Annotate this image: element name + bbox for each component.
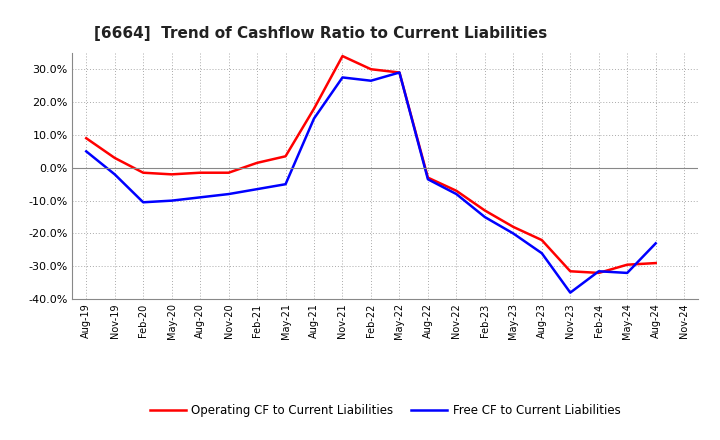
Free CF to Current Liabilities: [423, 176, 432, 182]
Operating CF to Current Liabilities: [395, 70, 404, 75]
Free CF to Current Liabilities: [652, 241, 660, 246]
Operating CF to Current Liabilities: [110, 155, 119, 161]
Operating CF to Current Liabilities: [652, 260, 660, 266]
Operating CF to Current Liabilities: [366, 66, 375, 72]
Free CF to Current Liabilities: [595, 269, 603, 274]
Operating CF to Current Liabilities: [196, 170, 204, 176]
Free CF to Current Liabilities: [82, 149, 91, 154]
Free CF to Current Liabilities: [282, 182, 290, 187]
Operating CF to Current Liabilities: [338, 53, 347, 59]
Free CF to Current Liabilities: [167, 198, 176, 203]
Operating CF to Current Liabilities: [480, 208, 489, 213]
Operating CF to Current Liabilities: [139, 170, 148, 176]
Free CF to Current Liabilities: [395, 70, 404, 75]
Free CF to Current Liabilities: [253, 187, 261, 192]
Free CF to Current Liabilities: [225, 191, 233, 197]
Line: Operating CF to Current Liabilities: Operating CF to Current Liabilities: [86, 56, 656, 273]
Operating CF to Current Liabilities: [452, 188, 461, 194]
Operating CF to Current Liabilities: [423, 175, 432, 180]
Operating CF to Current Liabilities: [566, 269, 575, 274]
Free CF to Current Liabilities: [480, 214, 489, 220]
Operating CF to Current Liabilities: [225, 170, 233, 176]
Operating CF to Current Liabilities: [310, 106, 318, 111]
Free CF to Current Liabilities: [366, 78, 375, 83]
Operating CF to Current Liabilities: [595, 270, 603, 275]
Operating CF to Current Liabilities: [282, 154, 290, 159]
Operating CF to Current Liabilities: [623, 262, 631, 268]
Line: Free CF to Current Liabilities: Free CF to Current Liabilities: [86, 73, 656, 293]
Operating CF to Current Liabilities: [253, 160, 261, 165]
Free CF to Current Liabilities: [566, 290, 575, 295]
Free CF to Current Liabilities: [196, 195, 204, 200]
Operating CF to Current Liabilities: [167, 172, 176, 177]
Legend: Operating CF to Current Liabilities, Free CF to Current Liabilities: Operating CF to Current Liabilities, Fre…: [145, 399, 625, 422]
Free CF to Current Liabilities: [310, 116, 318, 121]
Operating CF to Current Liabilities: [509, 224, 518, 230]
Free CF to Current Liabilities: [338, 75, 347, 80]
Operating CF to Current Liabilities: [537, 238, 546, 243]
Text: [6664]  Trend of Cashflow Ratio to Current Liabilities: [6664] Trend of Cashflow Ratio to Curren…: [94, 26, 547, 41]
Free CF to Current Liabilities: [110, 172, 119, 177]
Free CF to Current Liabilities: [139, 200, 148, 205]
Free CF to Current Liabilities: [537, 250, 546, 256]
Free CF to Current Liabilities: [623, 270, 631, 275]
Free CF to Current Liabilities: [452, 191, 461, 197]
Operating CF to Current Liabilities: [82, 136, 91, 141]
Free CF to Current Liabilities: [509, 231, 518, 236]
